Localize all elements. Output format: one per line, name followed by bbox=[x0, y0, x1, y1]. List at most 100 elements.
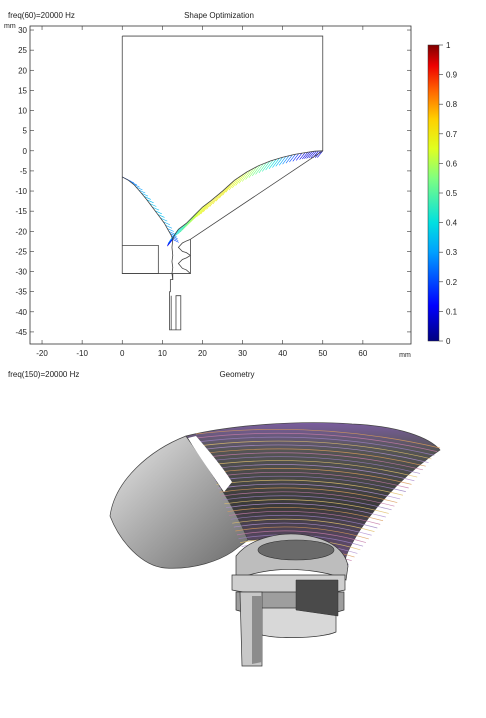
contour-ring bbox=[211, 468, 412, 485]
arrow bbox=[178, 223, 187, 235]
contour-ring bbox=[195, 429, 441, 449]
arrow bbox=[225, 179, 235, 193]
arrow bbox=[317, 150, 324, 158]
arrow bbox=[299, 152, 306, 160]
arrow bbox=[238, 171, 248, 184]
arrow bbox=[265, 159, 274, 171]
arrow bbox=[289, 154, 296, 163]
arrow bbox=[308, 151, 315, 159]
contour-ring bbox=[197, 432, 438, 452]
y-tick-label: -5 bbox=[20, 167, 28, 176]
arrow bbox=[235, 173, 245, 186]
contour-ring bbox=[200, 440, 432, 460]
contour-ring bbox=[236, 530, 367, 543]
arrow bbox=[228, 177, 238, 191]
arrow bbox=[203, 199, 213, 213]
contour-ring bbox=[203, 448, 426, 467]
contour-ring bbox=[210, 464, 415, 482]
shape-change-arrows bbox=[122, 150, 324, 247]
y-tick-label: 10 bbox=[18, 107, 27, 116]
bottom-corner-label: freq(150)=20000 Hz bbox=[8, 370, 79, 379]
x-axis-ticks: -20 -10 0 10 20 30 40 50 60 bbox=[36, 26, 368, 358]
arrow bbox=[232, 175, 242, 189]
arrow bbox=[292, 153, 299, 162]
arrow bbox=[172, 239, 179, 243]
arrow bbox=[258, 162, 267, 174]
contour-ring bbox=[216, 479, 404, 496]
horn-3d-model bbox=[109, 422, 441, 667]
plot-frame bbox=[29, 25, 412, 345]
contour-ring bbox=[235, 526, 369, 540]
y-tick-label: 20 bbox=[18, 66, 27, 75]
geometry-throat-right bbox=[177, 238, 192, 274]
x-tick-label: -10 bbox=[76, 349, 88, 358]
y-axis-ticks: 30 25 20 15 10 5 0 -5 -10 -15 -20 -25 -30 -35 -40 -45 bbox=[15, 26, 411, 337]
colorbar-tick-label: 0.8 bbox=[446, 100, 458, 109]
y-tick-label: 0 bbox=[23, 147, 28, 156]
arrow bbox=[272, 158, 280, 168]
arrow bbox=[242, 169, 251, 182]
arrow bbox=[171, 235, 178, 239]
shape-optimization-plot: freq(60)=20000 Hz Shape Optimization mm … bbox=[4, 11, 458, 359]
contour-ring bbox=[222, 495, 392, 511]
arrow bbox=[248, 166, 258, 178]
arrow bbox=[304, 151, 311, 159]
arrow bbox=[209, 194, 219, 207]
colorbar-tick-label: 0.7 bbox=[446, 130, 458, 139]
arrow bbox=[196, 204, 206, 218]
arrow bbox=[138, 189, 146, 194]
contour-ring bbox=[225, 503, 386, 518]
arrow bbox=[255, 163, 264, 175]
arrow bbox=[154, 210, 162, 215]
contour-ring bbox=[213, 471, 409, 489]
contour-ring bbox=[208, 460, 418, 478]
geometry-driver-stem bbox=[169, 273, 182, 331]
y-tick-label: -10 bbox=[15, 187, 27, 196]
y-unit-label: mm bbox=[4, 23, 16, 30]
x-tick-label: 40 bbox=[278, 349, 287, 358]
colorbar-tick-label: 0.2 bbox=[446, 278, 458, 287]
arrow bbox=[285, 154, 293, 164]
arrow bbox=[198, 203, 208, 216]
contour-ring bbox=[221, 491, 395, 507]
top-plot-title: Shape Optimization bbox=[184, 11, 254, 20]
contour-ring bbox=[199, 436, 435, 456]
bottom-plot-title: Geometry bbox=[219, 370, 254, 379]
x-tick-label: 20 bbox=[198, 349, 207, 358]
arrow bbox=[222, 182, 232, 196]
x-tick-label: 10 bbox=[158, 349, 167, 358]
arrow bbox=[143, 196, 151, 200]
contour-ring bbox=[224, 499, 389, 514]
colorbar-tick-label: 0.1 bbox=[446, 307, 458, 316]
geometry-throat-left bbox=[171, 239, 174, 280]
driver-stem-shadow bbox=[252, 596, 262, 664]
arrow bbox=[149, 203, 157, 207]
arrow bbox=[174, 226, 182, 237]
x-unit-label: mm bbox=[399, 352, 411, 359]
contour-ring bbox=[232, 518, 375, 532]
y-tick-label: -40 bbox=[15, 308, 27, 317]
x-tick-label: 60 bbox=[358, 349, 367, 358]
arrow bbox=[176, 225, 184, 236]
y-tick-label: -25 bbox=[15, 247, 27, 256]
arrow bbox=[219, 185, 229, 199]
x-tick-label: 30 bbox=[238, 349, 247, 358]
colorbar-tick-label: 0.9 bbox=[446, 71, 458, 80]
contour-ring bbox=[218, 483, 401, 500]
y-tick-label: -30 bbox=[15, 268, 27, 277]
y-tick-label: 25 bbox=[18, 46, 27, 55]
y-tick-label: 30 bbox=[18, 26, 27, 35]
colorbar-tick-label: 0.6 bbox=[446, 159, 458, 168]
contour-ring bbox=[205, 452, 423, 471]
arrow bbox=[306, 151, 313, 159]
arrow bbox=[152, 206, 160, 211]
cut-plane-dark bbox=[295, 579, 339, 617]
colorbar-tick-label: 0.5 bbox=[446, 189, 458, 198]
arrow bbox=[302, 152, 309, 160]
contour-ring bbox=[206, 456, 421, 474]
arrow bbox=[245, 168, 255, 180]
x-tick-label: -20 bbox=[36, 349, 48, 358]
arrow bbox=[251, 164, 261, 177]
colorbar-tick-label: 0 bbox=[446, 337, 451, 346]
colorbar bbox=[427, 44, 440, 342]
